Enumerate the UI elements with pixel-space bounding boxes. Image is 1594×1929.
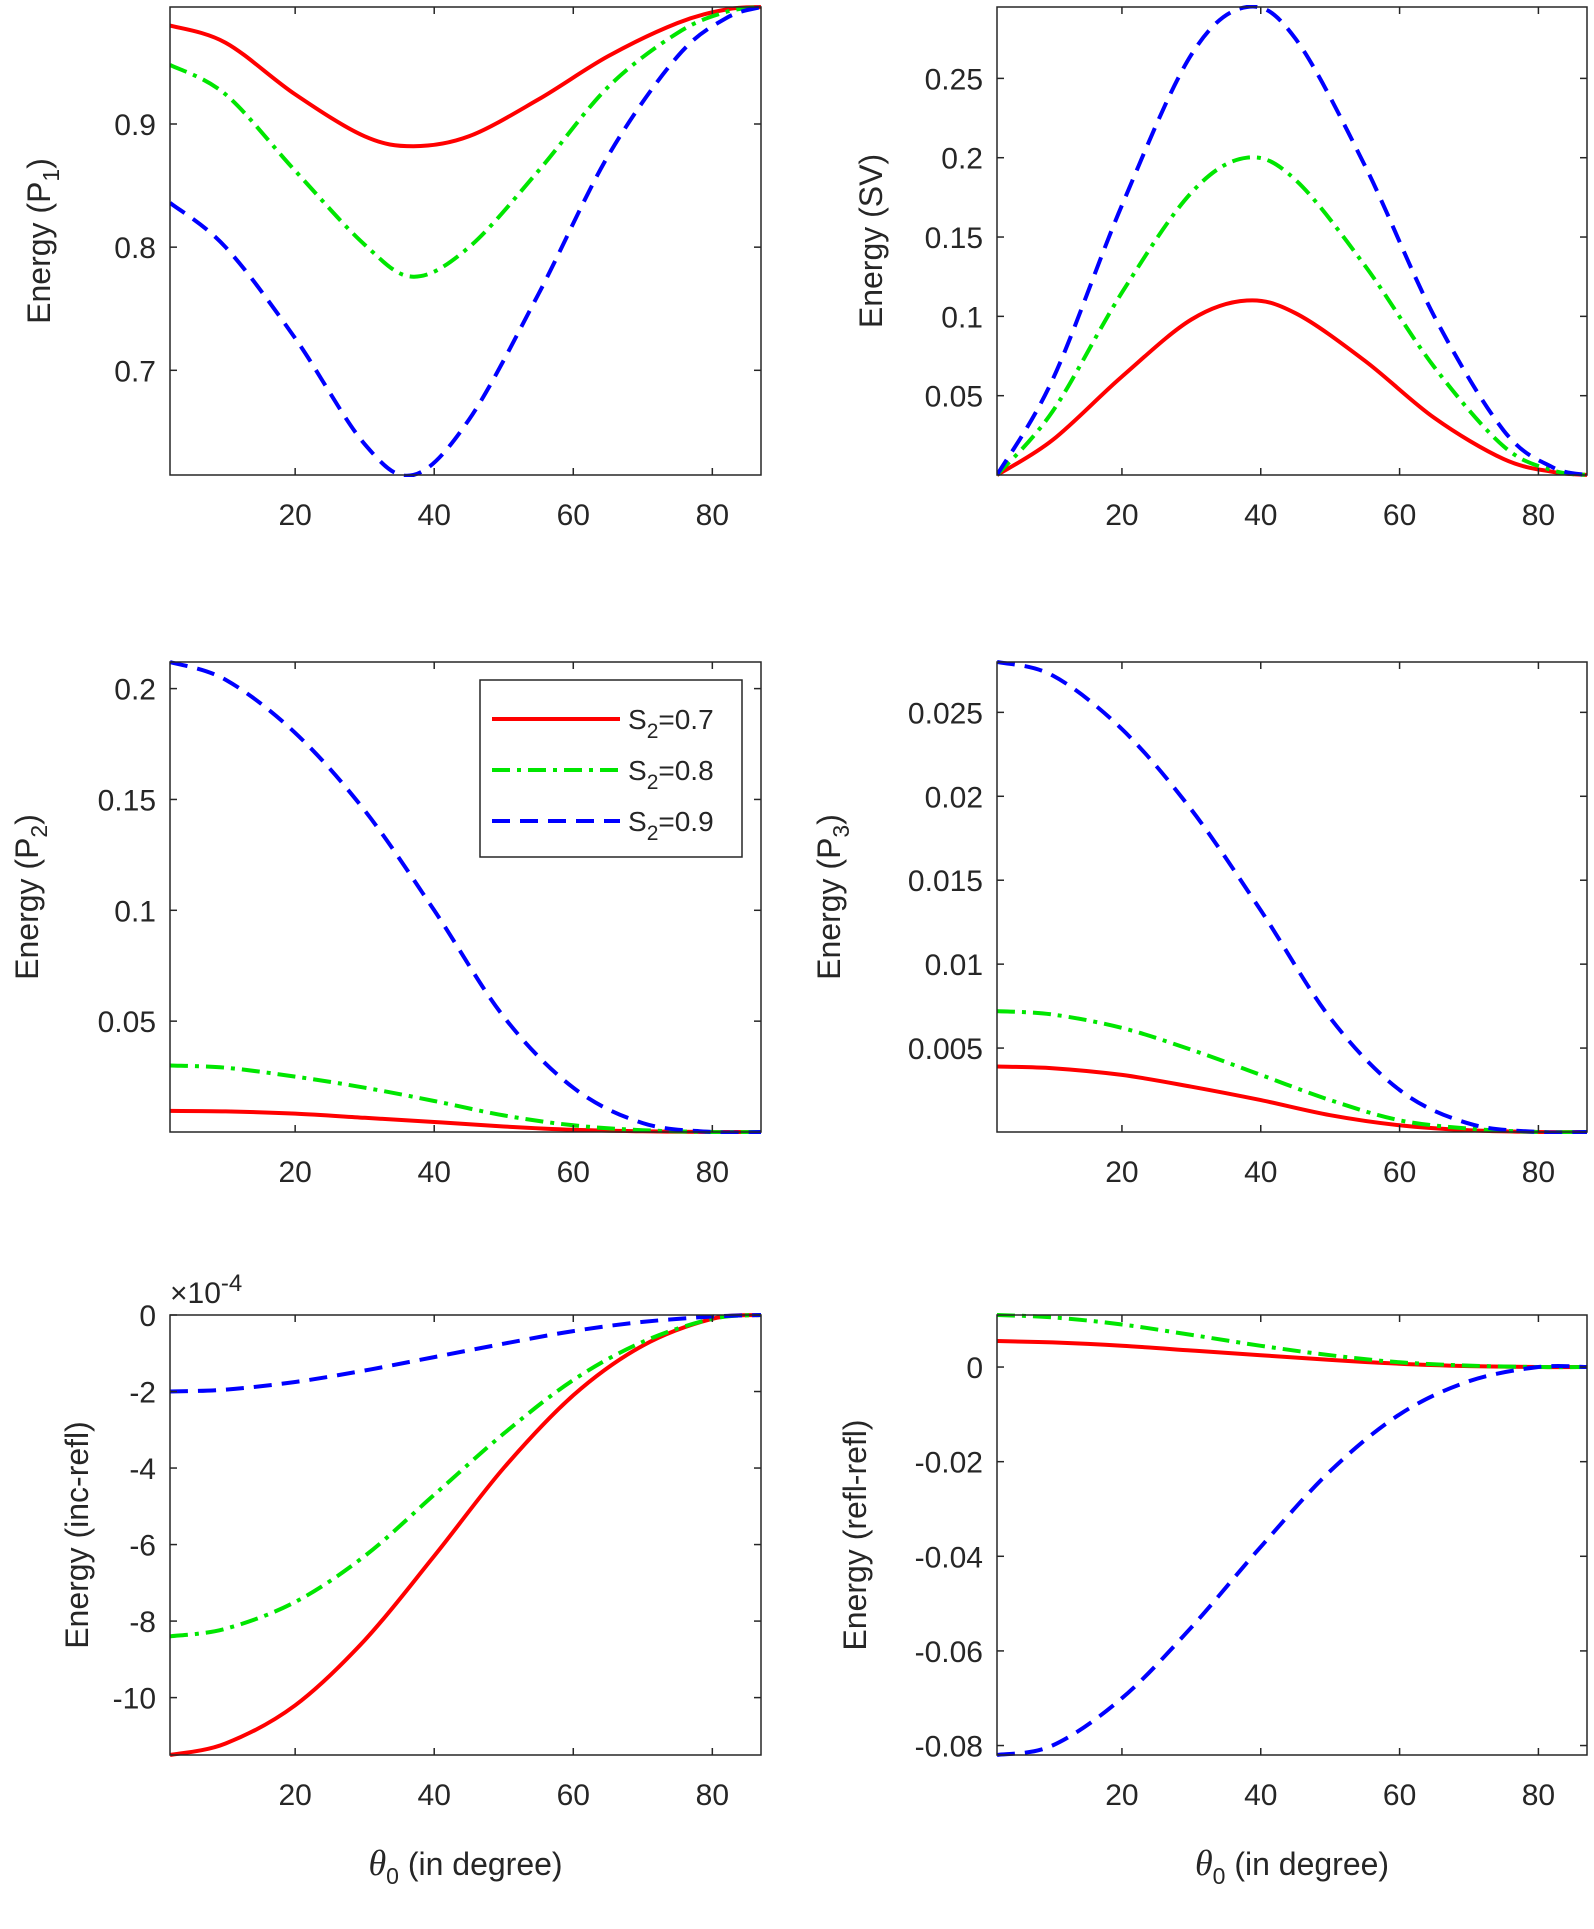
series-line-2 — [170, 1313, 761, 1639]
x-tick-label: 60 — [557, 499, 590, 532]
x-tick-label: 60 — [1383, 1156, 1416, 1189]
y-axis-label: Energy (P2) — [9, 814, 52, 980]
series-line-3 — [997, 5, 1587, 477]
x-tick-label: 60 — [1383, 1779, 1416, 1812]
series-line-1 — [997, 1064, 1587, 1134]
x-tick-label: 60 — [557, 1779, 590, 1812]
y-axis-label: Energy (SV) — [853, 154, 889, 328]
x-tick-label: 40 — [418, 1779, 451, 1812]
y-tick-label: 0.8 — [114, 232, 156, 265]
x-tick-label: 80 — [1522, 1779, 1555, 1812]
y-axis-label: Energy (inc-refl) — [59, 1421, 95, 1649]
series-line-3 — [170, 660, 761, 1134]
y-tick-label: 0.15 — [98, 784, 156, 817]
series-line-1 — [170, 5, 761, 149]
axes-box — [996, 661, 1588, 1133]
y-axis-label: Energy (refl-refl) — [837, 1419, 873, 1650]
x-tick-label: 80 — [696, 499, 729, 532]
series-line-3 — [997, 1363, 1587, 1757]
x-axis-label: θ0 (in degree) — [368, 1843, 562, 1889]
y-tick-label: -0.06 — [915, 1636, 983, 1669]
series-group — [170, 1313, 761, 1757]
x-tick-label: 80 — [696, 1156, 729, 1189]
panel-p2: 20 40 60 80 0.05 0.1 0.15 0.2 Energy (P2) — [9, 660, 762, 1189]
x-tick-label: 40 — [418, 1156, 451, 1189]
x-tick-label: 40 — [1244, 499, 1277, 532]
y-tick-label: 0.25 — [925, 63, 983, 96]
y-tick-label: -0.08 — [915, 1731, 983, 1764]
y-tick-label: 0.05 — [98, 1006, 156, 1039]
series-line-2 — [997, 155, 1587, 477]
axes-box — [169, 6, 762, 476]
y-tick-label: 0.9 — [114, 109, 156, 142]
series-group — [997, 1313, 1587, 1757]
y-tick-label: -0.04 — [915, 1541, 983, 1574]
x-tick-label: 40 — [418, 499, 451, 532]
x-axis-label: θ0 (in degree) — [1195, 1843, 1389, 1889]
series-line-1 — [170, 1313, 761, 1757]
y-tick-label: -2 — [129, 1377, 156, 1410]
x-tick-label: 20 — [278, 1779, 311, 1812]
axes-box — [169, 1314, 762, 1756]
y-tick-label: 0.025 — [908, 697, 983, 730]
y-tick-label: -6 — [129, 1530, 156, 1563]
y-axis-label: Energy (P1) — [21, 158, 64, 324]
y-tick-label: 0.015 — [908, 865, 983, 898]
axes-box — [169, 661, 762, 1133]
y-tick-label: 0.1 — [114, 895, 156, 928]
x-tick-label: 80 — [1522, 499, 1555, 532]
y-tick-label: -4 — [129, 1453, 156, 1486]
y-tick-label: 0.05 — [925, 381, 983, 414]
y-tick-label: -0.02 — [915, 1447, 983, 1480]
y-tick-label: -10 — [113, 1683, 156, 1716]
series-line-1 — [997, 1339, 1587, 1370]
panel-reflrefl: 20 40 60 80 -0.08 -0.06 -0.04 -0.02 0 Energy (ref… — [837, 1313, 1588, 1889]
x-tick-label: 80 — [1522, 1156, 1555, 1189]
x-tick-label: 20 — [278, 1156, 311, 1189]
y-tick-label: 0.1 — [941, 301, 983, 334]
y-tick-label: 0.02 — [925, 781, 983, 814]
axes-box — [996, 6, 1588, 476]
x-tick-label: 40 — [1244, 1779, 1277, 1812]
x-tick-label: 80 — [696, 1779, 729, 1812]
series-line-2 — [997, 1313, 1587, 1370]
x-tick-label: 20 — [1105, 1779, 1138, 1812]
series-group — [997, 5, 1587, 477]
x-tick-label: 20 — [278, 499, 311, 532]
panel-p3: 20 40 60 80 0.005 0.01 0.015 0.02 0.025 Energy (P… — [811, 660, 1588, 1189]
series-group — [997, 660, 1587, 1134]
series-line-3 — [170, 5, 761, 477]
panel-p1: 20 40 60 80 0.7 0.8 0.9 Energy (P1) — [21, 5, 762, 532]
x-tick-label: 40 — [1244, 1156, 1277, 1189]
y-exponent-label: ×10-4 — [170, 1270, 242, 1310]
y-axis-label: Energy (P3) — [811, 814, 854, 980]
y-tick-label: 0.005 — [908, 1033, 983, 1066]
y-tick-label: -8 — [129, 1606, 156, 1639]
x-tick-label: 20 — [1105, 1156, 1138, 1189]
series-line-3 — [170, 1313, 761, 1394]
y-tick-label: 0.2 — [114, 674, 156, 707]
panel-sv: 20 40 60 80 0.05 0.1 0.15 0.2 0.25 Energy (SV) — [853, 5, 1588, 532]
y-tick-label: 0.7 — [114, 355, 156, 388]
series-line-2 — [170, 5, 761, 279]
series-group — [170, 5, 761, 477]
series-line-1 — [997, 298, 1587, 477]
axes-box — [996, 1314, 1588, 1756]
y-tick-label: 0 — [139, 1300, 156, 1333]
panel-increfl: 20 40 60 80 -10 -8 -6 -4 -2 0 ×10-4 Energy (inc-ref… — [59, 1270, 762, 1889]
y-tick-label: 0.01 — [925, 949, 983, 982]
y-tick-label: 0.2 — [941, 143, 983, 176]
x-tick-label: 60 — [1383, 499, 1416, 532]
y-tick-label: 0 — [966, 1352, 983, 1385]
y-tick-label: 0.15 — [925, 222, 983, 255]
legend: S2=0.7S2=0.8S2=0.9 — [479, 679, 743, 858]
x-tick-label: 20 — [1105, 499, 1138, 532]
series-line-3 — [997, 660, 1587, 1134]
x-tick-label: 60 — [557, 1156, 590, 1189]
